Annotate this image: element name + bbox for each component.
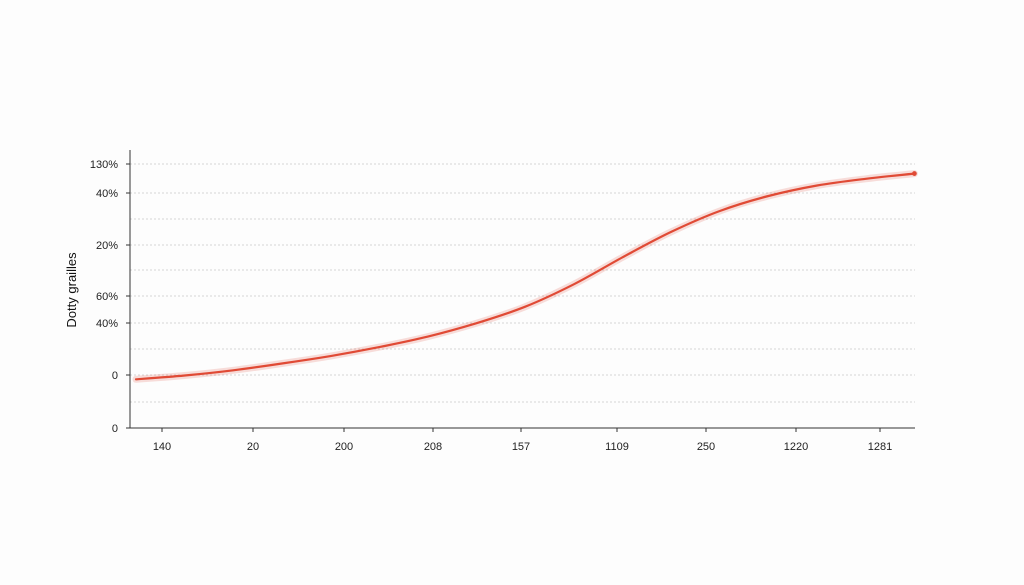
grid-lines [130, 163, 915, 403]
y-tick-label: 40% [96, 188, 118, 200]
series-line-glow [132, 170, 918, 383]
y-tick-label: 40% [96, 318, 118, 330]
x-tick-label: 1109 [605, 441, 629, 453]
y-tick-label: 0 [112, 423, 118, 435]
series-end-point [912, 171, 917, 176]
x-axis-tick-labels: 140 20 200 208 157 1109 250 1220 1281 [153, 428, 892, 453]
x-tick-label: 20 [247, 441, 259, 453]
x-tick-label: 1220 [784, 441, 808, 453]
y-tick-label: 20% [96, 240, 118, 252]
x-tick-label: 140 [153, 441, 171, 453]
y-tick-label: 130% [90, 159, 118, 171]
series-layer [132, 170, 918, 383]
x-tick-label: 1281 [868, 441, 892, 453]
x-tick-label: 208 [424, 441, 442, 453]
x-tick-label: 157 [512, 441, 530, 453]
y-axis-tick-labels: 0 0 40% 60% 20% 40% 130% [90, 159, 130, 435]
x-tick-label: 200 [335, 441, 353, 453]
axes [129, 150, 915, 429]
y-tick-label: 60% [96, 291, 118, 303]
y-tick-label: 0 [112, 370, 118, 382]
y-axis-label: Dotty grailles [64, 252, 79, 328]
series-line [134, 172, 916, 381]
x-tick-label: 250 [697, 441, 715, 453]
